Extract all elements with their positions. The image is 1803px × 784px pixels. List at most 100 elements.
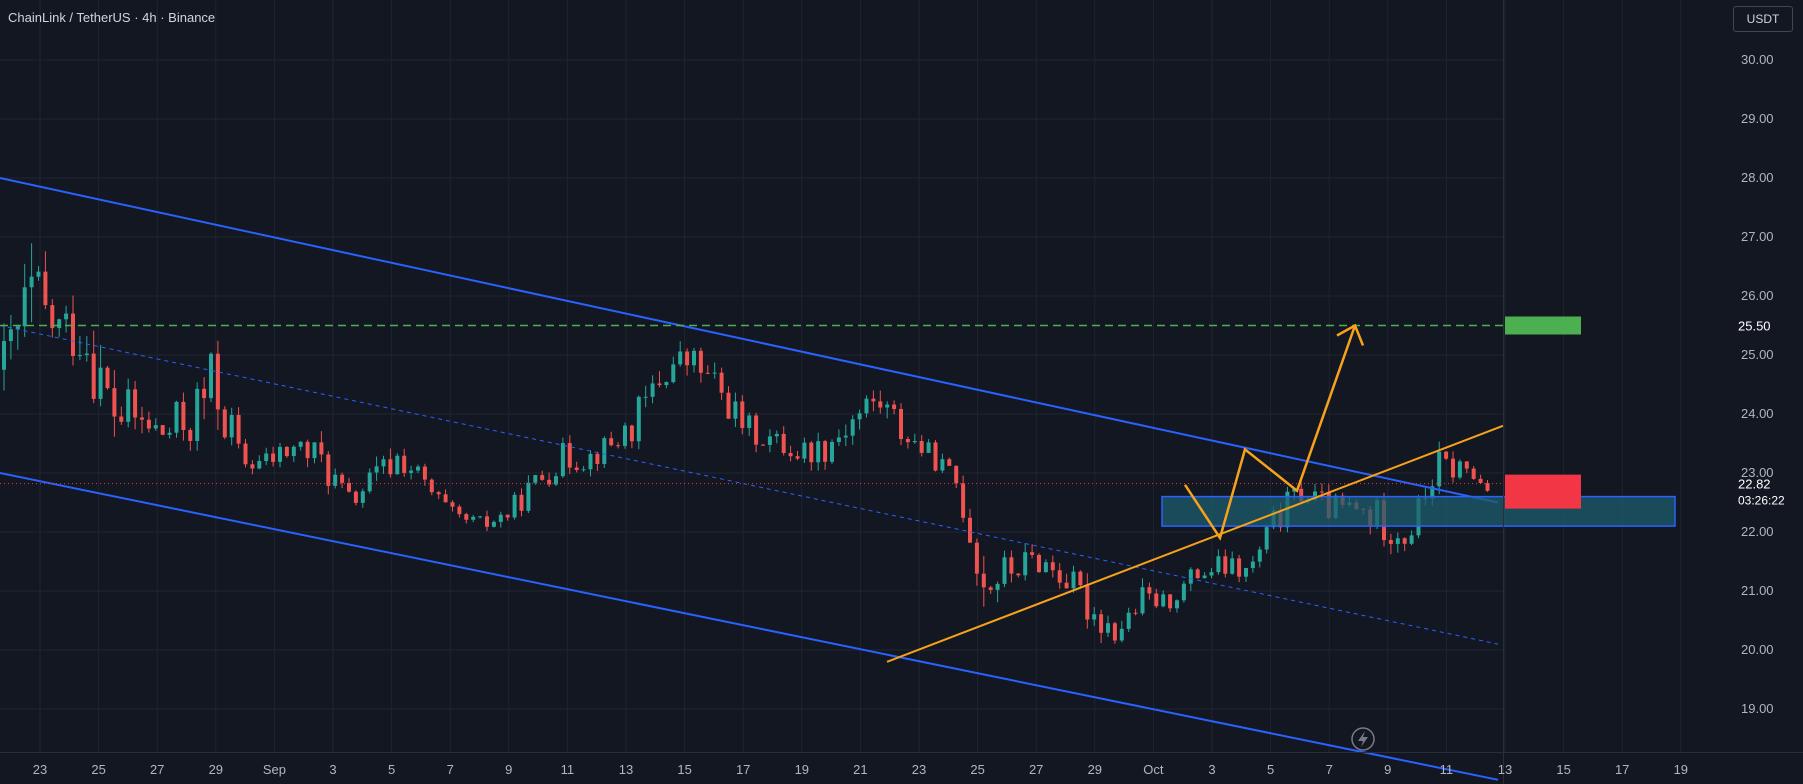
candle-body: [609, 438, 614, 446]
candle-body: [581, 469, 586, 471]
candle-body: [954, 465, 959, 484]
candle-body: [1437, 451, 1442, 487]
candle-body: [1257, 549, 1262, 562]
time-axis[interactable]: 23 25 27 29 Sep 3 5 7 9 11 13 15 17 19 21 23 25 27 29 Oct 3 5…: [0, 752, 1803, 778]
candle-body: [519, 494, 524, 511]
candle-body: [1188, 569, 1193, 584]
time-tick-label: 9: [1384, 762, 1391, 777]
candle-body: [1078, 571, 1083, 586]
candle-body: [657, 383, 662, 386]
currency-selector[interactable]: USDT: [1733, 6, 1793, 32]
candle-body: [374, 466, 379, 473]
time-tick-label: 3: [329, 762, 336, 777]
candle-body: [1181, 583, 1186, 601]
candle-body: [91, 353, 96, 399]
candle-body: [29, 276, 34, 288]
candle-body: [981, 573, 986, 588]
countdown-label: 03:26:22: [1738, 494, 1785, 508]
candle-body: [257, 461, 262, 469]
candle-body: [595, 453, 600, 464]
candle-body: [974, 542, 979, 574]
ascending-support-line: [886, 424, 1504, 663]
candle-body: [968, 517, 972, 543]
candle-body: [457, 506, 462, 515]
candle-body: [464, 514, 469, 520]
candle-body: [836, 437, 841, 442]
time-tick-label: 17: [736, 762, 750, 777]
candle-body: [36, 271, 41, 277]
candle-body: [436, 492, 441, 495]
time-tick-label: 17: [1615, 762, 1629, 777]
time-tick-label: 13: [619, 762, 633, 777]
lightning-icon[interactable]: [1351, 727, 1375, 751]
candle-body: [77, 355, 82, 357]
time-tick-label: 23: [912, 762, 926, 777]
candle-body: [926, 442, 931, 453]
candle-body: [767, 436, 772, 445]
candle-body: [1388, 540, 1393, 544]
candle-body: [871, 398, 876, 402]
channel-lower-line: [0, 472, 1499, 781]
candle-body: [1395, 538, 1400, 544]
candle-body: [1216, 556, 1221, 573]
symbol-title[interactable]: ChainLink / TetherUS · 4h · Binance: [8, 10, 216, 25]
candle-body: [602, 438, 607, 464]
candle-body: [940, 459, 945, 471]
candle-body: [1043, 562, 1048, 573]
candle-body: [153, 425, 158, 429]
candle-body: [623, 425, 627, 446]
candle-body: [1126, 612, 1131, 629]
price-tick-label: 26.00: [1741, 288, 1774, 303]
candle-body: [1430, 486, 1435, 499]
candle-body: [1409, 535, 1414, 544]
candle-body: [347, 482, 351, 492]
time-tick-label: 9: [505, 762, 512, 777]
price-axis[interactable]: 30.00 29.00 28.00 27.00 26.00 25.00 24.00 23.00…: [1503, 0, 1774, 784]
candle-body: [678, 351, 683, 365]
candle-body: [250, 464, 255, 469]
candle-body: [843, 435, 848, 438]
candle-body: [733, 401, 738, 419]
candle-body: [512, 494, 517, 518]
price-tick-label: 25.00: [1741, 347, 1774, 362]
candle-body: [98, 367, 103, 399]
target-price-label: 25.50: [1738, 319, 1771, 334]
time-tick-label: 25: [91, 762, 105, 777]
candle-body: [174, 401, 179, 433]
candle-body: [864, 398, 869, 414]
candle-body: [284, 446, 289, 457]
candle-body: [781, 433, 786, 453]
candle-body: [181, 401, 186, 430]
lightning-icon-bolt: [1358, 731, 1368, 747]
candle-body: [636, 396, 641, 442]
price-tick-label: 22.00: [1741, 524, 1774, 539]
candle-body: [885, 404, 890, 408]
candle-body: [554, 476, 558, 485]
candle-body: [57, 319, 62, 329]
candle-body: [326, 454, 331, 486]
time-tick-label: 7: [1326, 762, 1333, 777]
candle-body: [1471, 468, 1476, 479]
candle-body: [429, 479, 434, 493]
candle-body: [1030, 552, 1035, 555]
candle-body: [560, 443, 565, 477]
candle-body: [905, 439, 910, 443]
candle-body: [43, 271, 48, 306]
candle-body: [823, 441, 828, 462]
candle-body: [850, 419, 855, 436]
candle-body: [899, 409, 903, 440]
candle-body: [726, 392, 731, 419]
price-tick-label: 20.00: [1741, 642, 1774, 657]
price-tick-label: 19.00: [1741, 701, 1774, 716]
candle-body: [540, 475, 545, 480]
candle-body: [140, 417, 144, 420]
candle-body: [961, 483, 966, 518]
time-tick-label: 11: [561, 762, 575, 777]
candle-body: [1057, 570, 1062, 583]
time-tick-label: 19: [1674, 762, 1688, 777]
candle-body: [367, 472, 372, 492]
time-tick-label: 15: [1556, 762, 1570, 777]
candle-body: [988, 587, 993, 590]
